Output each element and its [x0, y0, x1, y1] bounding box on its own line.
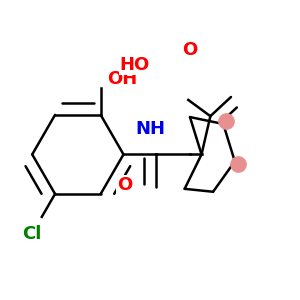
Text: OH: OH: [107, 70, 138, 88]
Text: O: O: [117, 176, 133, 194]
Text: HO: HO: [120, 56, 150, 74]
Text: Cl: Cl: [22, 225, 42, 243]
Text: O: O: [182, 41, 197, 59]
Text: NH: NH: [135, 120, 165, 138]
